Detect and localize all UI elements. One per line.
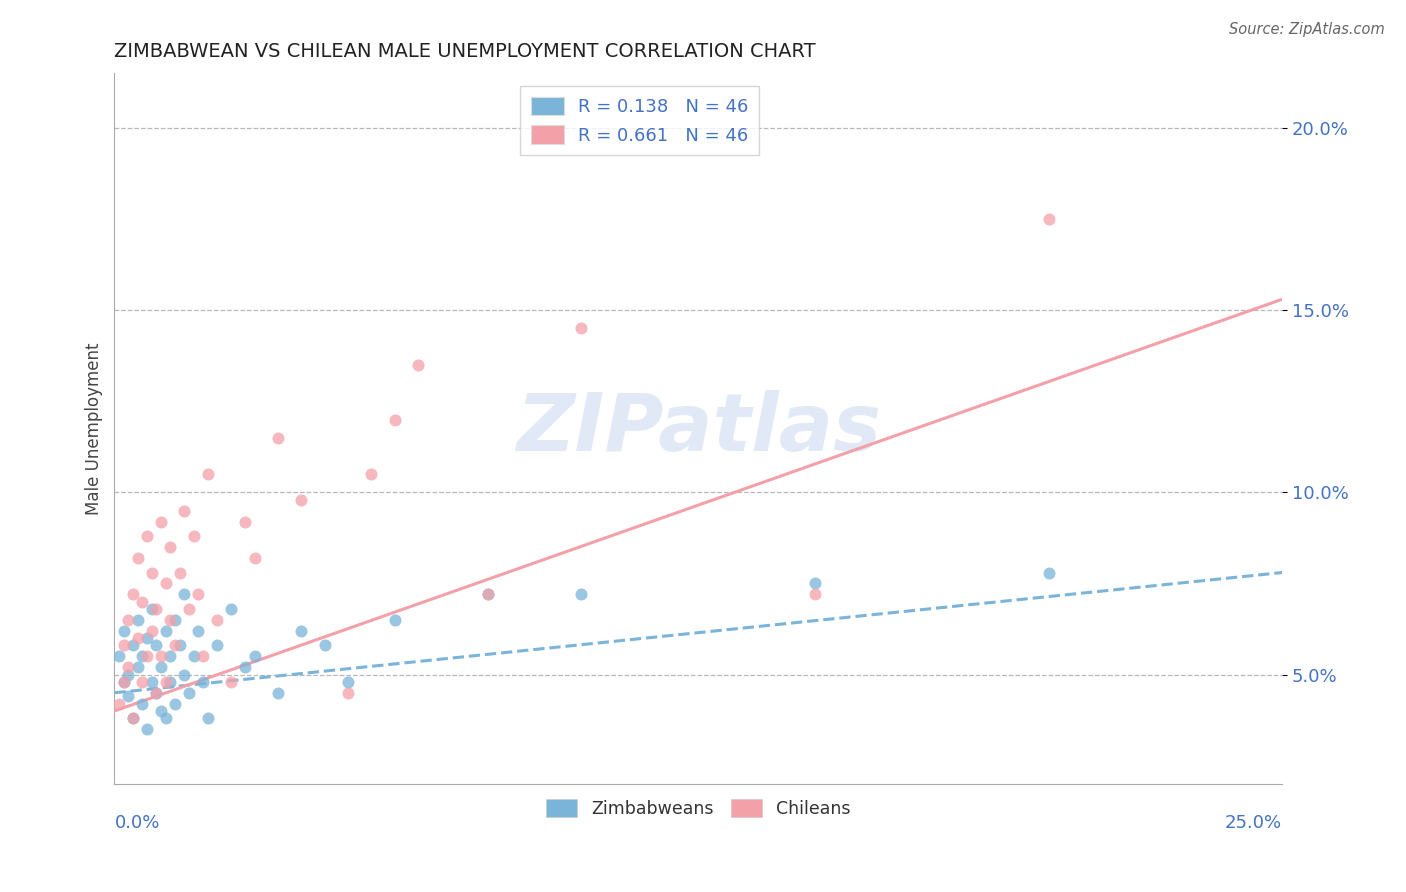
Point <box>155 674 177 689</box>
Point <box>187 587 209 601</box>
Point <box>191 649 214 664</box>
Point <box>290 492 312 507</box>
Point <box>141 602 163 616</box>
Point <box>131 674 153 689</box>
Point <box>159 649 181 664</box>
Legend: Zimbabweans, Chileans: Zimbabweans, Chileans <box>538 792 858 825</box>
Point <box>145 602 167 616</box>
Point <box>336 686 359 700</box>
Point <box>117 690 139 704</box>
Point <box>173 667 195 681</box>
Point <box>169 639 191 653</box>
Point <box>173 503 195 517</box>
Point <box>145 639 167 653</box>
Point <box>155 576 177 591</box>
Point <box>155 711 177 725</box>
Point <box>197 467 219 482</box>
Point <box>155 624 177 638</box>
Point <box>191 674 214 689</box>
Point <box>136 649 159 664</box>
Point <box>219 602 242 616</box>
Point <box>159 613 181 627</box>
Point <box>406 358 429 372</box>
Point <box>173 587 195 601</box>
Point <box>131 697 153 711</box>
Point <box>804 576 827 591</box>
Point <box>430 55 453 70</box>
Point <box>267 431 290 445</box>
Text: 25.0%: 25.0% <box>1225 814 1282 832</box>
Point <box>243 551 266 566</box>
Text: 0.0%: 0.0% <box>114 814 160 832</box>
Point <box>205 639 228 653</box>
Point <box>150 704 173 718</box>
Point <box>136 722 159 736</box>
Point <box>165 639 187 653</box>
Point <box>165 613 187 627</box>
Point <box>122 639 145 653</box>
Point <box>141 566 163 580</box>
Point <box>571 321 593 335</box>
Point <box>136 529 159 543</box>
Point <box>117 660 139 674</box>
Point <box>159 540 181 554</box>
Point <box>183 529 205 543</box>
Point <box>112 674 135 689</box>
Point <box>187 624 209 638</box>
Point <box>1038 212 1060 227</box>
Point <box>108 697 131 711</box>
Point <box>197 711 219 725</box>
Point <box>150 660 173 674</box>
Point <box>314 639 336 653</box>
Point <box>1038 566 1060 580</box>
Point <box>477 587 499 601</box>
Text: ZIPatlas: ZIPatlas <box>516 390 880 467</box>
Point <box>112 624 135 638</box>
Point <box>290 624 312 638</box>
Point <box>336 674 359 689</box>
Point <box>127 613 149 627</box>
Point <box>233 660 256 674</box>
Point <box>131 649 153 664</box>
Point <box>179 602 201 616</box>
Text: ZIMBABWEAN VS CHILEAN MALE UNEMPLOYMENT CORRELATION CHART: ZIMBABWEAN VS CHILEAN MALE UNEMPLOYMENT … <box>114 42 815 61</box>
Point <box>571 587 593 601</box>
Point <box>384 412 406 426</box>
Point <box>122 711 145 725</box>
Point <box>150 649 173 664</box>
Point <box>159 674 181 689</box>
Point <box>804 587 827 601</box>
Point <box>165 697 187 711</box>
Point <box>267 686 290 700</box>
Point <box>117 667 139 681</box>
Point <box>122 711 145 725</box>
Point <box>360 467 382 482</box>
Point <box>141 624 163 638</box>
Point <box>179 686 201 700</box>
Text: Source: ZipAtlas.com: Source: ZipAtlas.com <box>1229 22 1385 37</box>
Point <box>117 613 139 627</box>
Point <box>384 613 406 627</box>
Point <box>112 639 135 653</box>
Point <box>131 595 153 609</box>
Point <box>219 674 242 689</box>
Point <box>136 631 159 645</box>
Point <box>141 674 163 689</box>
Point <box>150 515 173 529</box>
Y-axis label: Male Unemployment: Male Unemployment <box>86 343 103 515</box>
Point <box>112 674 135 689</box>
Point <box>122 587 145 601</box>
Point <box>145 686 167 700</box>
Point <box>108 649 131 664</box>
Point <box>183 649 205 664</box>
Point <box>205 613 228 627</box>
Point <box>477 587 499 601</box>
Point <box>127 631 149 645</box>
Point <box>127 660 149 674</box>
Point <box>145 686 167 700</box>
Point <box>243 649 266 664</box>
Point <box>127 551 149 566</box>
Point <box>233 515 256 529</box>
Point <box>169 566 191 580</box>
